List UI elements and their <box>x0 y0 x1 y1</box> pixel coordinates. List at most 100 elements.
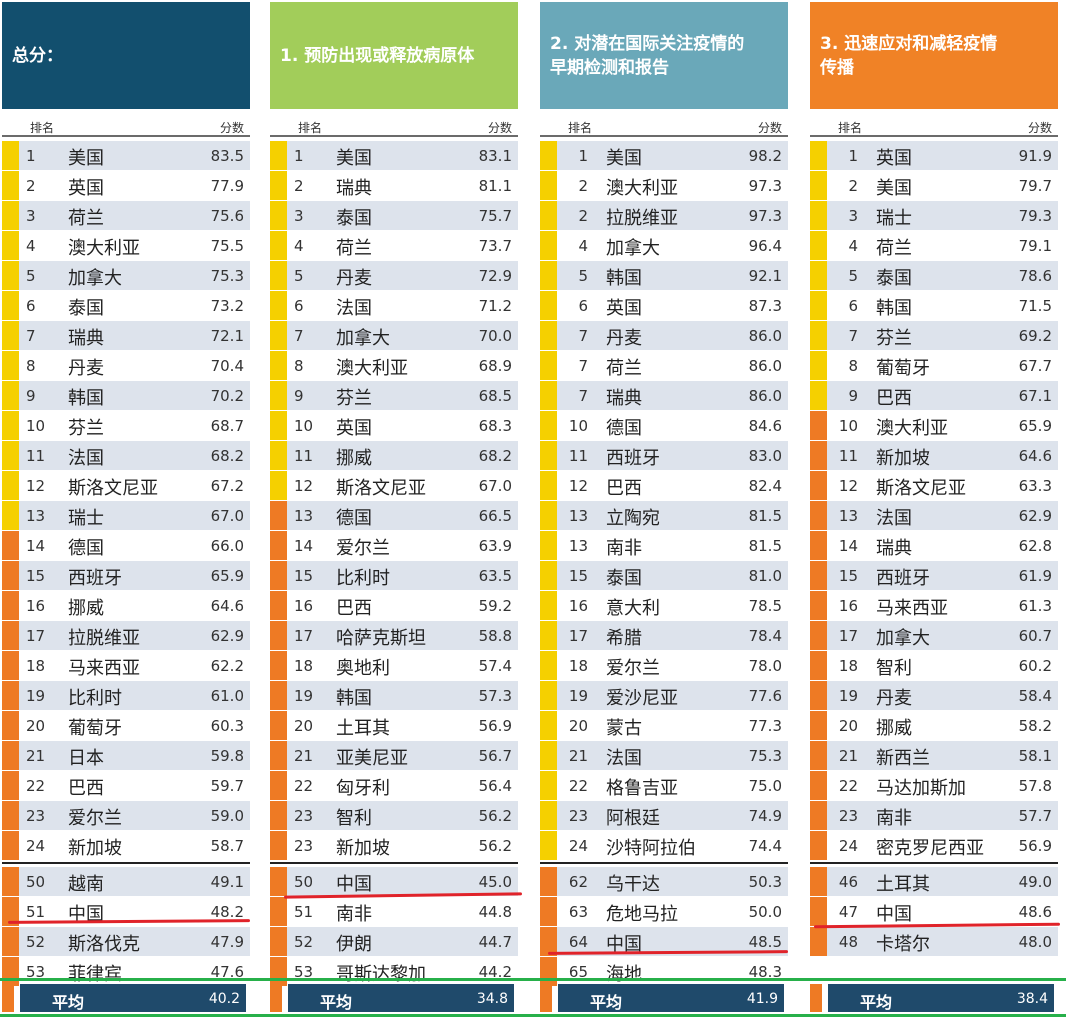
country-cell: 德国 <box>336 508 372 529</box>
tier-color-strip <box>270 501 287 530</box>
tier-color-strip <box>270 927 287 956</box>
bottom-ranking-list: 50 越南 49.1 51 中国 48.2 52 斯洛伐克 47.9 53 菲律宾 47.6 <box>2 867 250 987</box>
tier-color-strip <box>270 201 287 230</box>
table-row: 23 爱尔兰 59.0 <box>2 801 250 831</box>
tier-color-strip <box>540 741 557 770</box>
score-cell: 60.3 <box>210 717 244 735</box>
country-cell: 芬兰 <box>876 328 912 349</box>
table-row: 21 法国 75.3 <box>540 741 788 771</box>
rank-cell: 16 <box>838 597 858 615</box>
rank-cell: 52 <box>294 933 314 951</box>
country-cell: 美国 <box>876 178 912 199</box>
rank-cell: 17 <box>294 627 314 645</box>
table-row: 10 芬兰 68.7 <box>2 411 250 441</box>
country-cell: 加拿大 <box>68 268 122 289</box>
country-cell: 斯洛文尼亚 <box>876 478 966 499</box>
tier-color-strip <box>270 984 282 1012</box>
table-row: 11 法国 68.2 <box>2 441 250 471</box>
table-row: 16 巴西 59.2 <box>270 591 518 621</box>
rank-cell: 20 <box>294 717 314 735</box>
country-cell: 澳大利亚 <box>68 238 140 259</box>
table-row: 46 土耳其 49.0 <box>810 867 1058 897</box>
country-cell: 丹麦 <box>336 268 372 289</box>
score-cell: 49.1 <box>210 873 244 891</box>
tier-color-strip <box>540 321 557 350</box>
tier-color-strip <box>810 681 827 710</box>
country-cell: 意大利 <box>606 598 660 619</box>
average-row: 平均 34.8 <box>270 982 518 1014</box>
panel-prevention: 1. 预防出现或释放病原体 排名 分数 1 美国 83.1 2 瑞典 81.1 3 泰国 75.7 4 荷… <box>270 2 518 1020</box>
rank-cell: 9 <box>294 387 304 405</box>
tier-color-strip <box>270 801 287 830</box>
table-row: 12 巴西 82.4 <box>540 471 788 501</box>
score-cell: 57.3 <box>478 687 512 705</box>
rank-cell: 7 <box>578 357 588 375</box>
table-row: 16 马来西亚 61.3 <box>810 591 1058 621</box>
bottom-ranking-list: 46 土耳其 49.0 47 中国 48.6 48 卡塔尔 48.0 <box>810 867 1058 957</box>
table-row: 7 瑞典 72.1 <box>2 321 250 351</box>
score-column-label: 分数 <box>487 121 512 135</box>
country-cell: 西班牙 <box>606 448 660 469</box>
panel-header: 总分： <box>2 2 250 109</box>
table-row: 21 新西兰 58.1 <box>810 741 1058 771</box>
rank-cell: 5 <box>294 267 304 285</box>
country-cell: 立陶宛 <box>606 508 660 529</box>
tier-color-strip <box>540 471 557 500</box>
score-cell: 77.9 <box>210 177 244 195</box>
rank-cell: 14 <box>294 537 314 555</box>
table-row: 6 韩国 71.5 <box>810 291 1058 321</box>
country-cell: 爱尔兰 <box>606 658 660 679</box>
score-cell: 57.8 <box>1018 777 1052 795</box>
rank-cell: 22 <box>838 777 858 795</box>
rank-cell: 1 <box>294 147 304 165</box>
tier-color-strip <box>2 471 19 500</box>
country-cell: 斯洛伐克 <box>68 934 140 955</box>
country-cell: 德国 <box>606 418 642 439</box>
tier-color-strip <box>540 867 557 896</box>
country-cell: 英国 <box>336 418 372 439</box>
rank-cell: 21 <box>838 747 858 765</box>
tier-color-strip <box>810 561 827 590</box>
tier-color-strip <box>540 531 557 560</box>
rank-cell: 65 <box>568 963 588 981</box>
country-cell: 新加坡 <box>336 838 390 859</box>
top-ranking-list: 1 美国 98.2 2 澳大利亚 97.3 2 拉脱维亚 97.3 4 加拿大 96.4 5 韩国 92.1… <box>540 141 788 861</box>
tier-color-strip <box>540 984 552 1012</box>
table-row: 7 芬兰 69.2 <box>810 321 1058 351</box>
score-cell: 67.1 <box>1018 387 1052 405</box>
tier-color-strip <box>540 201 557 230</box>
rank-cell: 6 <box>578 297 588 315</box>
table-row: 1 美国 83.1 <box>270 141 518 171</box>
section-divider <box>270 862 518 864</box>
tier-color-strip <box>810 741 827 770</box>
table-row: 13 德国 66.5 <box>270 501 518 531</box>
score-cell: 48.3 <box>748 963 782 981</box>
table-row: 4 荷兰 79.1 <box>810 231 1058 261</box>
table-row: 15 西班牙 65.9 <box>2 561 250 591</box>
table-row: 22 格鲁吉亚 75.0 <box>540 771 788 801</box>
panel-title: 2. 对潜在国际关注疫情的 早期检测和报告 <box>550 33 745 78</box>
score-cell: 67.7 <box>1018 357 1052 375</box>
table-row: 23 阿根廷 74.9 <box>540 801 788 831</box>
country-cell: 英国 <box>68 178 104 199</box>
average-bar: 平均 40.2 <box>20 984 246 1012</box>
table-row: 19 丹麦 58.4 <box>810 681 1058 711</box>
table-row: 13 南非 81.5 <box>540 531 788 561</box>
score-cell: 56.2 <box>478 807 512 825</box>
country-cell: 乌干达 <box>606 874 660 895</box>
tier-color-strip <box>810 501 827 530</box>
rank-cell: 23 <box>568 807 588 825</box>
rank-cell: 13 <box>294 507 314 525</box>
score-cell: 75.6 <box>210 207 244 225</box>
score-cell: 77.6 <box>748 687 782 705</box>
section-divider <box>540 862 788 864</box>
country-cell: 爱尔兰 <box>336 538 390 559</box>
rank-cell: 50 <box>294 873 314 891</box>
score-cell: 48.6 <box>1018 903 1052 921</box>
tier-color-strip <box>2 531 19 560</box>
table-row: 7 荷兰 86.0 <box>540 351 788 381</box>
score-cell: 78.6 <box>1018 267 1052 285</box>
score-cell: 62.9 <box>210 627 244 645</box>
country-cell: 亚美尼亚 <box>336 748 408 769</box>
score-cell: 84.6 <box>748 417 782 435</box>
